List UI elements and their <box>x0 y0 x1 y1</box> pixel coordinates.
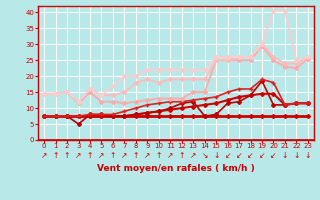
Text: ↙: ↙ <box>270 151 277 160</box>
Text: ↙: ↙ <box>224 151 231 160</box>
Text: ↙: ↙ <box>247 151 254 160</box>
Text: ↙: ↙ <box>259 151 265 160</box>
Text: ↑: ↑ <box>52 151 59 160</box>
Text: ↙: ↙ <box>236 151 242 160</box>
Text: ↗: ↗ <box>98 151 105 160</box>
Text: ↗: ↗ <box>41 151 47 160</box>
Text: ↓: ↓ <box>293 151 300 160</box>
Text: ↓: ↓ <box>213 151 219 160</box>
Text: ↑: ↑ <box>64 151 70 160</box>
Text: ↗: ↗ <box>121 151 128 160</box>
Text: ↓: ↓ <box>282 151 288 160</box>
Text: ↓: ↓ <box>305 151 311 160</box>
Text: ↑: ↑ <box>133 151 139 160</box>
Text: ↑: ↑ <box>110 151 116 160</box>
X-axis label: Vent moyen/en rafales ( km/h ): Vent moyen/en rafales ( km/h ) <box>97 164 255 173</box>
Text: ↘: ↘ <box>202 151 208 160</box>
Text: ↑: ↑ <box>87 151 93 160</box>
Text: ↑: ↑ <box>179 151 185 160</box>
Text: ↗: ↗ <box>144 151 150 160</box>
Text: ↑: ↑ <box>156 151 162 160</box>
Text: ↗: ↗ <box>190 151 196 160</box>
Text: ↗: ↗ <box>167 151 173 160</box>
Text: ↗: ↗ <box>75 151 82 160</box>
